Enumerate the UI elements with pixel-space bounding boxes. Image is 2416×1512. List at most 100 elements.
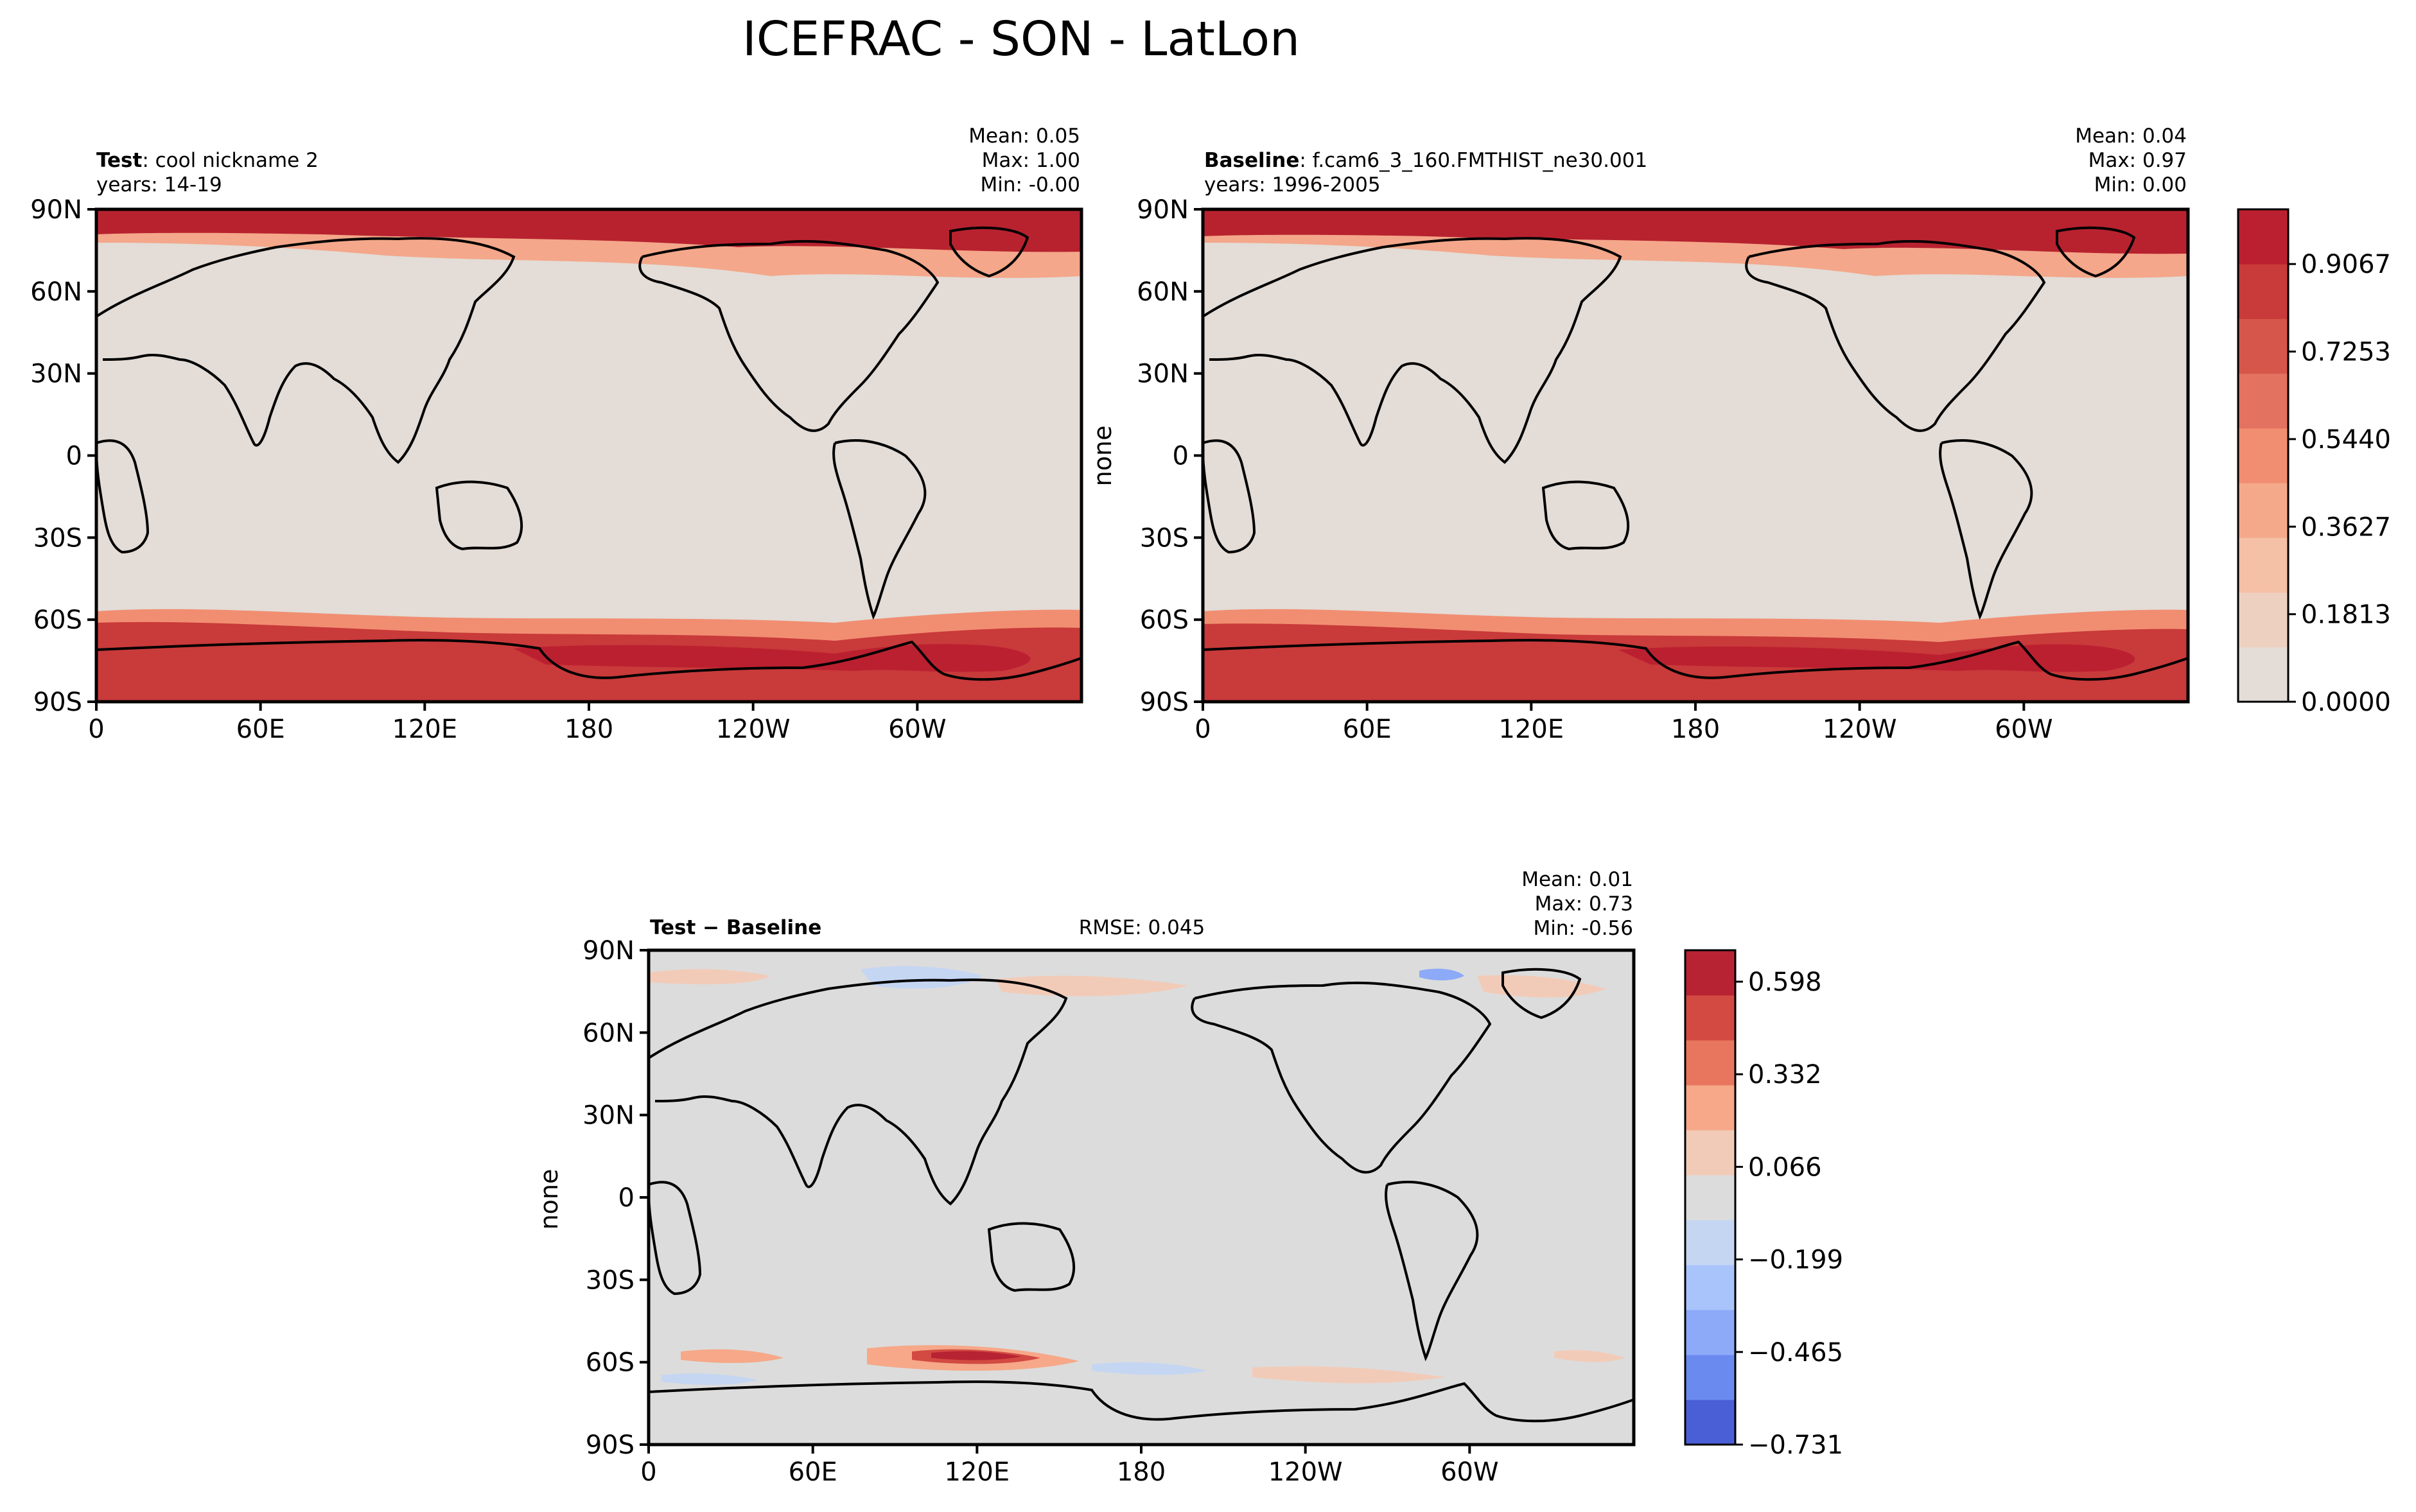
ytick-label-baseline: 30N xyxy=(1137,360,1189,389)
panel-difference-min: Min: -0.56 xyxy=(1533,917,1633,940)
colorbar-label-absolute: 0.3627 xyxy=(2301,512,2391,542)
colorbar-level-difference xyxy=(1685,1175,1735,1221)
colorbar-level-absolute xyxy=(2238,209,2288,265)
xtick-label-baseline: 180 xyxy=(1671,715,1720,744)
diff-arctic-neg-2 xyxy=(1419,968,1464,980)
colorbar-level-difference xyxy=(1685,1085,1735,1131)
panel-baseline-label-bold: Baseline xyxy=(1204,149,1299,172)
ytick-label-difference: 90S xyxy=(586,1430,635,1460)
colorbar-level-difference xyxy=(1685,1220,1735,1265)
colorbar-level-absolute xyxy=(2238,428,2288,483)
panel-difference-max: Max: 0.73 xyxy=(1535,892,1633,916)
colorbar-level-absolute xyxy=(2238,373,2288,429)
ytick-label-difference: 30S xyxy=(586,1265,635,1295)
colorbar-label-difference: 0.598 xyxy=(1748,968,1822,997)
xtick-label-difference: 60W xyxy=(1440,1457,1498,1487)
panel-test-label: Test: cool nickname 2 xyxy=(96,149,319,172)
panel-test-mean: Mean: 0.05 xyxy=(968,125,1080,148)
panel-test-years: years: 14-19 xyxy=(96,173,222,196)
colorbar-level-difference xyxy=(1685,995,1735,1041)
colorbar-level-absolute xyxy=(2238,647,2288,702)
panel-difference: Test − Baseline RMSE: 0.045 Mean: 0.01 M… xyxy=(535,868,1636,1487)
ytick-label-test: 30N xyxy=(30,360,82,389)
diff-south-core-dark xyxy=(931,1351,1021,1360)
coast-samerica-baseline xyxy=(1939,439,2033,620)
coast-greenland-test xyxy=(949,226,1029,278)
ytick-label-test: 90S xyxy=(33,688,82,717)
diff-south-pos-3 xyxy=(1252,1366,1445,1384)
coast-namerica-difference xyxy=(1191,981,1492,1174)
xtick-label-baseline: 0 xyxy=(1195,715,1211,744)
ticks-test: 0 60E 120E 180 120W 60W 90N 60N 30N 0 30S 60S 90S xyxy=(30,195,946,744)
panel-difference-mean: Mean: 0.01 xyxy=(1521,868,1633,891)
ytick-label-test: 90N xyxy=(30,195,82,225)
coast-antarctica-test xyxy=(96,639,1081,681)
colorbar-label-absolute: 0.9067 xyxy=(2301,250,2391,279)
xtick-label-difference: 180 xyxy=(1117,1457,1166,1487)
xtick-label-test: 180 xyxy=(565,715,613,744)
xtick-label-test: 60W xyxy=(888,715,946,744)
diff-south-neg-1 xyxy=(1092,1362,1207,1375)
ytick-label-test: 0 xyxy=(66,442,82,471)
colorbar-level-difference xyxy=(1685,1400,1735,1445)
colorbar-label-absolute: 0.5440 xyxy=(2301,425,2391,455)
coast-namerica-test xyxy=(638,239,940,432)
panel-baseline-max: Max: 0.97 xyxy=(2088,149,2187,172)
coast-antarctica-baseline xyxy=(1203,639,2188,681)
colorbar-label-difference: −0.465 xyxy=(1748,1338,1843,1368)
coast-africa-test xyxy=(96,439,150,554)
coast-samerica-difference xyxy=(1385,1181,1479,1362)
ytick-label-difference: 60N xyxy=(582,1018,635,1048)
colorbar-level-absolute xyxy=(2238,483,2288,538)
panel-difference-rmse: RMSE: 0.045 xyxy=(1079,916,1205,939)
xtick-label-test: 120E xyxy=(392,715,458,744)
panel-baseline-min: Min: 0.00 xyxy=(2094,173,2187,196)
panel-baseline-label-rest: : f.cam6_3_160.FMTHIST_ne30.001 xyxy=(1299,149,1647,172)
panel-baseline: Baseline: f.cam6_3_160.FMTHIST_ne30.001 … xyxy=(1089,125,2190,744)
ticks-baseline: 0 60E 120E 180 120W 60W 90N 60N 30N 0 30S 60S 90S xyxy=(1137,195,2053,744)
coast-greenland-difference xyxy=(1501,968,1582,1020)
map-baseline xyxy=(1203,209,2188,702)
ytick-label-baseline: 60S xyxy=(1140,605,1189,635)
xtick-label-baseline: 120W xyxy=(1823,715,1897,744)
ytick-label-difference: 0 xyxy=(618,1183,635,1213)
diff-arctic-pos-2 xyxy=(995,975,1188,996)
coast-eurasia-test xyxy=(96,237,516,464)
colorbar-label-absolute: 0.7253 xyxy=(2301,338,2391,367)
ytick-label-difference: 90N xyxy=(582,936,635,966)
xtick-label-difference: 120E xyxy=(945,1457,1010,1487)
panel-test-max: Max: 1.00 xyxy=(982,149,1080,172)
coast-antarctica-difference xyxy=(649,1380,1634,1423)
colorbar-level-absolute xyxy=(2238,537,2288,593)
coast-africa-baseline xyxy=(1203,439,1256,554)
figure-title: ICEFRAC - SON - LatLon xyxy=(742,12,1300,67)
colorbar-label-absolute: 0.1813 xyxy=(2301,600,2391,630)
colorbar-level-difference xyxy=(1685,1355,1735,1400)
panel-test-min: Min: -0.00 xyxy=(980,173,1080,196)
ytick-label-test: 30S xyxy=(33,523,82,553)
coast-africa-difference xyxy=(649,1181,702,1296)
ytick-label-test: 60N xyxy=(30,277,82,307)
colorbar-label-difference: 0.332 xyxy=(1748,1060,1822,1090)
xtick-label-baseline: 60E xyxy=(1343,715,1392,744)
coast-samerica-test xyxy=(832,439,927,620)
ytick-label-baseline: 30S xyxy=(1140,523,1189,553)
colorbar-label-absolute: 0.0000 xyxy=(2301,688,2391,717)
diff-arctic-pos-1 xyxy=(649,969,771,984)
ytick-label-baseline: 0 xyxy=(1173,442,1189,471)
colorbar-level-absolute xyxy=(2238,264,2288,319)
colorbar-level-difference xyxy=(1685,1130,1735,1176)
coastlines-baseline xyxy=(1203,226,2188,681)
panel-difference-ylabel: none xyxy=(535,1169,563,1230)
panel-test: Test: cool nickname 2 years: 14-19 Mean:… xyxy=(30,125,1083,744)
coast-eurasia-difference xyxy=(649,978,1068,1206)
coast-namerica-baseline xyxy=(1745,239,2046,432)
xtick-label-test: 120W xyxy=(716,715,791,744)
panel-test-label-bold: Test xyxy=(96,149,143,172)
panel-baseline-label: Baseline: f.cam6_3_160.FMTHIST_ne30.001 xyxy=(1204,149,1647,172)
xtick-label-difference: 120W xyxy=(1268,1457,1343,1487)
map-test xyxy=(96,209,1081,702)
ytick-label-difference: 60S xyxy=(586,1348,635,1378)
colorbar-difference: 0.598 0.332 0.066 −0.199 −0.465 −0.731 xyxy=(1684,949,1843,1460)
